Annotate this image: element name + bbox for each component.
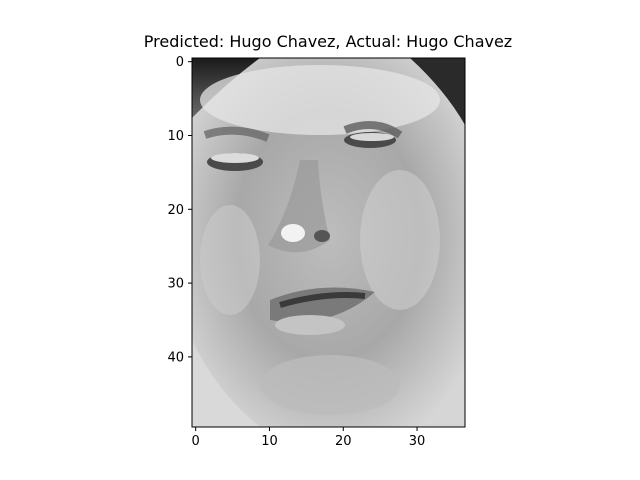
y-tick-label: 0: [176, 55, 184, 70]
y-tick-label: 30: [167, 277, 184, 292]
figure-title: Predicted: Hugo Chavez, Actual: Hugo Cha…: [143, 32, 513, 51]
x-tick-label: 20: [335, 434, 352, 449]
x-tick-label: 0: [192, 434, 200, 449]
y-tick-label: 20: [167, 203, 184, 218]
x-tick-label: 10: [261, 434, 278, 449]
y-tick-label: 10: [167, 129, 184, 144]
x-tick-label: 30: [409, 434, 426, 449]
y-axis: 0 10 20 30 40: [167, 55, 192, 365]
x-axis: 0 10 20 30: [192, 427, 426, 449]
y-tick-label: 40: [167, 350, 184, 365]
axes-frame: [191, 57, 466, 428]
face-image: [192, 58, 465, 427]
